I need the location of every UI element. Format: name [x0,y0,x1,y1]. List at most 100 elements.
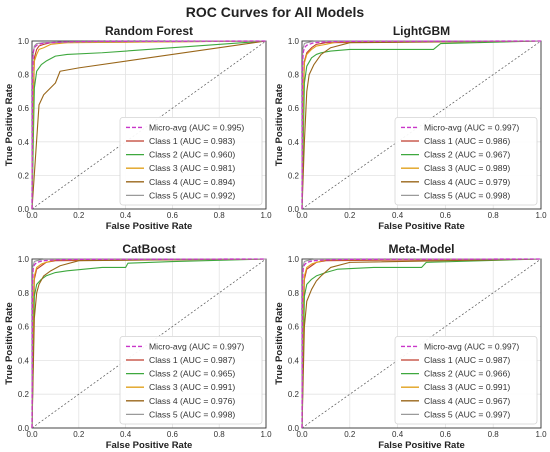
legend-entry: Class 1 (AUC = 0.987) [149,355,235,365]
roc-curve-class4 [31,258,267,429]
x-tick-label: 0.6 [167,211,179,220]
x-tick-label: 0.0 [26,211,38,220]
y-tick-label: 1.0 [18,37,30,46]
legend-entry: Class 1 (AUC = 0.987) [424,355,510,365]
legend-box [394,335,538,425]
y-tick-label: 0.2 [18,390,30,399]
legend-entry: Class 3 (AUC = 0.991) [424,382,510,392]
x-axis-label: False Positive Rate [378,221,465,232]
legend: Micro-avg (AUC = 0.995) Class 1 (AUC = 0.… [119,117,263,206]
y-tick-label: 0.6 [18,104,30,113]
x-tick-label: 0.4 [120,430,132,439]
panel-title: Meta-Model [389,242,455,256]
x-tick-label: 0.6 [440,211,452,220]
x-axis-label: False Positive Rate [378,440,465,451]
legend-entry: Class 2 (AUC = 0.965) [149,369,235,379]
legend-entry: Class 5 (AUC = 0.992) [149,190,235,200]
x-tick-label: 0.2 [344,211,356,220]
panel-title: CatBoost [122,242,175,256]
x-tick-label: 0.0 [26,430,38,439]
y-tick-label: 0.8 [288,71,300,80]
roc-curve-class2 [31,40,267,210]
chance-diagonal [301,40,542,210]
roc-curve-class2 [301,40,542,210]
roc-curve-micro [31,40,267,210]
y-tick-label: 1.0 [18,255,30,264]
x-tick-label: 1.0 [260,430,272,439]
y-tick-label: 0.6 [288,323,300,332]
y-tick-label: 1.0 [288,255,300,264]
x-tick-label: 0.4 [392,430,404,439]
y-tick-label: 0.6 [288,104,300,113]
y-tick-label: 0.0 [18,205,30,214]
roc-curve-class3 [31,258,267,429]
y-tick-label: 0.4 [288,356,300,365]
x-tick-label: 0.4 [120,211,132,220]
x-tick-label: 0.0 [296,211,308,220]
y-tick-label: 0.4 [18,138,30,147]
x-tick-label: 0.6 [167,430,179,439]
legend-entry: Micro-avg (AUC = 0.997) [424,122,519,132]
legend-entry: Class 4 (AUC = 0.979) [424,177,510,187]
legend-box [119,335,263,425]
roc-curve-class4 [31,40,267,210]
y-axis-label: True Positive Rate [4,302,15,384]
roc-curve-micro [301,40,542,210]
y-tick-label: 1.0 [288,37,300,46]
x-axis-label: False Positive Rate [106,221,193,232]
roc-panel-4: 0.00.0 0.2 0.2 0.4 0.4 0.6 0.6 0.8 0.8 1.0 1.0 Meta… [274,242,547,451]
legend-entry: Class 4 (AUC = 0.976) [149,396,235,406]
legend-entry: Class 2 (AUC = 0.967) [424,150,510,160]
legend-entry: Class 3 (AUC = 0.989) [424,163,510,173]
legend-box [394,117,538,206]
chance-diagonal [301,258,542,429]
roc-curve-class4 [301,40,542,210]
roc-curve-micro [31,258,267,429]
figure-title: ROC Curves for All Models [186,4,365,20]
legend-entry: Micro-avg (AUC = 0.997) [424,341,519,351]
x-tick-label: 0.2 [73,430,85,439]
legend-entry: Class 2 (AUC = 0.966) [424,369,510,379]
x-tick-label: 0.2 [73,211,85,220]
legend-entry: Class 5 (AUC = 0.998) [149,409,235,419]
roc-curve-class3 [301,40,542,210]
y-axis-label: True Positive Rate [4,84,15,166]
y-axis-label: True Positive Rate [274,84,285,166]
legend-entry: Class 4 (AUC = 0.967) [424,396,510,406]
legend-entry: Class 3 (AUC = 0.991) [149,382,235,392]
roc-curve-class2 [31,258,267,429]
roc-panel-2: 0.00.0 0.2 0.2 0.4 0.4 0.6 0.6 0.8 0.8 1.0 1.0 Ligh… [274,24,547,232]
y-tick-label: 0.2 [288,171,300,180]
legend: Micro-avg (AUC = 0.997) Class 1 (AUC = 0.… [394,117,538,206]
y-axis-label: True Positive Rate [274,302,285,384]
y-tick-label: 0.2 [288,390,300,399]
x-tick-label: 0.8 [488,430,500,439]
panel-title: Random Forest [105,24,193,38]
legend: Micro-avg (AUC = 0.997) Class 1 (AUC = 0.… [119,335,263,425]
legend-entry: Class 4 (AUC = 0.894) [149,177,235,187]
x-tick-label: 1.0 [535,211,547,220]
roc-curve-class3 [301,258,542,429]
y-tick-label: 0.0 [288,205,300,214]
roc-panel-3: 0.00.0 0.2 0.2 0.4 0.4 0.6 0.6 0.8 0.8 1.0 1.0 CatB… [4,242,272,451]
x-axis-label: False Positive Rate [106,440,193,451]
x-tick-label: 0.4 [392,211,404,220]
y-tick-label: 0.8 [18,289,30,298]
y-tick-label: 0.4 [288,138,300,147]
x-tick-label: 0.8 [214,211,226,220]
x-tick-label: 0.0 [296,430,308,439]
x-tick-label: 0.8 [488,211,500,220]
roc-curve-class3 [31,40,267,210]
roc-curve-class4 [301,258,542,429]
legend-entry: Class 1 (AUC = 0.986) [424,136,510,146]
y-tick-label: 0.8 [18,71,30,80]
y-tick-label: 0.6 [18,323,30,332]
legend-entry: Class 5 (AUC = 0.998) [424,190,510,200]
legend-entry: Class 5 (AUC = 0.997) [424,409,510,419]
legend-box [119,117,263,206]
y-tick-label: 0.0 [288,424,300,433]
panel-title: LightGBM [393,24,450,38]
legend-entry: Class 3 (AUC = 0.981) [149,163,235,173]
x-tick-label: 1.0 [535,430,547,439]
